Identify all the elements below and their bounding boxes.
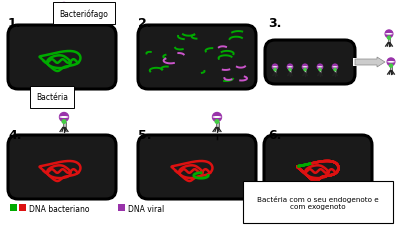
Ellipse shape [385, 34, 393, 36]
Ellipse shape [272, 67, 278, 68]
Circle shape [390, 65, 392, 68]
Text: Bactéria: Bactéria [36, 93, 68, 102]
FancyBboxPatch shape [8, 135, 116, 199]
Circle shape [60, 3, 68, 12]
Bar [62, 12, 66, 18]
Bar [390, 66, 392, 71]
Text: Bacteriófago: Bacteriófago [60, 9, 108, 19]
Bar [274, 70, 276, 74]
Bar [10, 204, 17, 211]
Text: 3.: 3. [268, 17, 281, 30]
Circle shape [388, 37, 390, 40]
Text: 5.: 5. [138, 128, 152, 141]
Bar [289, 70, 291, 74]
Text: Bactéria com o seu endogenoto e
com exogenoto: Bactéria com o seu endogenoto e com exog… [257, 195, 379, 209]
Ellipse shape [332, 67, 338, 68]
FancyBboxPatch shape [138, 26, 256, 90]
Text: 6.: 6. [268, 128, 281, 141]
Circle shape [62, 11, 66, 14]
Text: 4.: 4. [8, 128, 22, 141]
Circle shape [385, 31, 393, 38]
FancyBboxPatch shape [243, 181, 393, 223]
Ellipse shape [287, 67, 293, 68]
Bar [334, 70, 336, 74]
Circle shape [272, 65, 278, 70]
Circle shape [62, 120, 66, 124]
Circle shape [332, 65, 338, 70]
Text: 1.: 1. [8, 17, 22, 30]
Ellipse shape [302, 67, 308, 68]
Bar [118, 204, 125, 211]
FancyBboxPatch shape [138, 135, 256, 199]
FancyBboxPatch shape [265, 41, 355, 85]
Circle shape [274, 69, 276, 71]
Bar [19, 204, 26, 211]
Circle shape [289, 69, 291, 71]
Circle shape [215, 120, 219, 124]
FancyBboxPatch shape [8, 26, 116, 90]
Ellipse shape [387, 62, 395, 63]
Circle shape [319, 69, 321, 71]
Text: 2.: 2. [138, 17, 152, 30]
Ellipse shape [317, 67, 323, 68]
Ellipse shape [212, 117, 222, 119]
FancyArrow shape [355, 58, 385, 68]
Text: DNA bacteriano: DNA bacteriano [29, 205, 90, 214]
Bar [304, 70, 306, 74]
Circle shape [212, 113, 222, 122]
Ellipse shape [60, 117, 68, 119]
Circle shape [317, 65, 323, 70]
Bar [216, 122, 218, 128]
FancyBboxPatch shape [264, 135, 372, 199]
Bar [388, 38, 390, 43]
Circle shape [334, 69, 336, 71]
Text: DNA viral: DNA viral [128, 205, 164, 214]
Circle shape [304, 69, 306, 71]
Bar [62, 122, 66, 128]
Circle shape [387, 59, 395, 66]
Circle shape [287, 65, 293, 70]
Ellipse shape [60, 7, 68, 9]
Bar [319, 70, 321, 74]
Bar [353, 59, 369, 67]
Circle shape [302, 65, 308, 70]
Circle shape [60, 113, 68, 122]
